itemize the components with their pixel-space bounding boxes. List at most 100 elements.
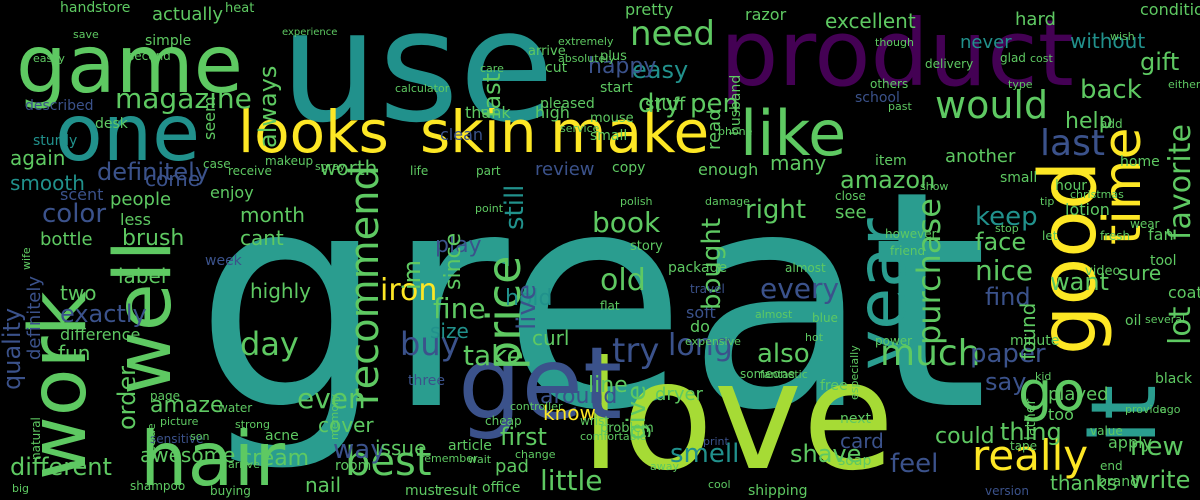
word-part: polish	[620, 195, 653, 208]
word-happy: again	[10, 146, 65, 170]
word-reading: wife	[20, 247, 33, 270]
word-blade: several	[1145, 313, 1185, 326]
word-love: love	[580, 330, 895, 500]
word-work: work	[14, 291, 104, 480]
word-spray: small	[590, 128, 627, 144]
word-easily: case	[203, 157, 231, 171]
word-sure: do	[690, 317, 710, 336]
word-arrive: cut	[545, 60, 568, 76]
word-take: take	[463, 339, 524, 372]
word-wear: oil	[1125, 313, 1141, 329]
word-overall: absolutely	[558, 52, 615, 65]
word-own: cool	[708, 478, 731, 491]
word-calculator: pleased	[540, 96, 595, 112]
word-high: thank	[465, 103, 511, 122]
word-past: either	[1168, 78, 1200, 91]
word-black: tool	[1150, 253, 1177, 269]
word-stuff: stuff	[645, 94, 686, 115]
word-put: fine	[433, 292, 486, 325]
word-great: great	[195, 127, 988, 476]
word-eye: damage	[705, 195, 750, 208]
word-service: easily	[33, 52, 65, 65]
word-pad: thanks	[1050, 471, 1117, 495]
word-big: soap	[838, 453, 871, 469]
word-keep: keep	[975, 202, 1038, 232]
word-fast: fast	[478, 73, 506, 118]
word-wonderful: actually	[152, 4, 223, 25]
word-make: make	[550, 98, 709, 166]
word-must: almost	[785, 261, 826, 275]
word-daughter: picture	[160, 415, 199, 428]
word-cream: cream	[240, 446, 309, 471]
word-buying: water	[218, 401, 252, 415]
word-pleased: close	[835, 189, 866, 203]
word-kind: provide	[1125, 403, 1167, 416]
word-fan: fresh	[1100, 229, 1130, 243]
word-money: makeup	[265, 154, 313, 168]
word-phone: extremely	[558, 35, 614, 48]
word-like: like	[740, 97, 846, 170]
word-thank: clean	[440, 125, 483, 144]
word-brush: label	[118, 264, 166, 288]
word-strong: decide	[145, 423, 158, 460]
word-iron: cant	[240, 226, 284, 250]
word-month: brush	[122, 226, 184, 251]
word-tool: fan	[1148, 225, 1174, 244]
word-favorite: favorite	[1163, 124, 1198, 240]
word-see: around	[540, 384, 617, 409]
word-week: seem	[200, 96, 219, 140]
word-price: price	[477, 256, 531, 370]
word-smell: smell	[670, 439, 739, 469]
word-moisturizer: show	[920, 180, 948, 193]
word-article: result	[438, 483, 478, 499]
word-too: played	[1048, 384, 1109, 405]
word-end: shipping	[748, 483, 807, 499]
word-want: want	[1050, 268, 1109, 296]
word-way: way	[333, 435, 386, 465]
word-num-5: wrist	[580, 414, 609, 428]
word-receive: copy	[612, 160, 645, 176]
word-next: version	[985, 484, 1029, 498]
word-looks: looks	[238, 98, 389, 166]
word-live: since	[441, 233, 466, 290]
word-coat: black	[1155, 371, 1193, 387]
word-water: sensitive	[150, 432, 203, 446]
word-free: end	[1100, 459, 1123, 473]
word-excellent: excellent	[825, 9, 916, 33]
word-play: old	[600, 263, 646, 298]
word-highly: exactly	[60, 300, 147, 328]
word-time: time	[1093, 128, 1153, 245]
word-classic: tape	[1010, 439, 1037, 453]
word-really: really	[972, 431, 1088, 480]
word-gift: gift	[1140, 48, 1179, 76]
word-wish: small	[1000, 170, 1037, 186]
word-first: first	[500, 423, 547, 451]
word-story: friend	[890, 244, 925, 258]
word-color: color	[42, 199, 106, 229]
word-save: receive	[228, 164, 272, 178]
word-hard: condition	[1140, 0, 1200, 19]
word-around: know	[543, 401, 596, 425]
word-razor: hard	[1015, 9, 1056, 30]
word-dryer: razor	[745, 5, 787, 24]
word-need: need	[630, 14, 715, 54]
word-use: use	[280, 0, 554, 157]
word-away: article	[448, 438, 492, 454]
word-give: give	[622, 385, 652, 440]
word-mouse: arrive	[528, 44, 566, 59]
word-beautiful: part	[476, 164, 501, 178]
word-thats: phone	[718, 125, 753, 138]
word-clean: read	[704, 109, 725, 150]
word-quickly: story	[630, 239, 663, 254]
word-come: definitely	[97, 158, 209, 186]
word-actually: store	[95, 0, 130, 16]
word-decide: big	[12, 482, 29, 495]
word-glad: wish	[1110, 30, 1135, 43]
word-desk: sturdy	[33, 133, 77, 149]
word-acne: next	[840, 411, 872, 427]
word-soap: free	[820, 378, 848, 394]
word-business: stop	[995, 222, 1019, 235]
word-small: home	[1120, 154, 1160, 170]
word-cool: ago	[1160, 403, 1181, 416]
